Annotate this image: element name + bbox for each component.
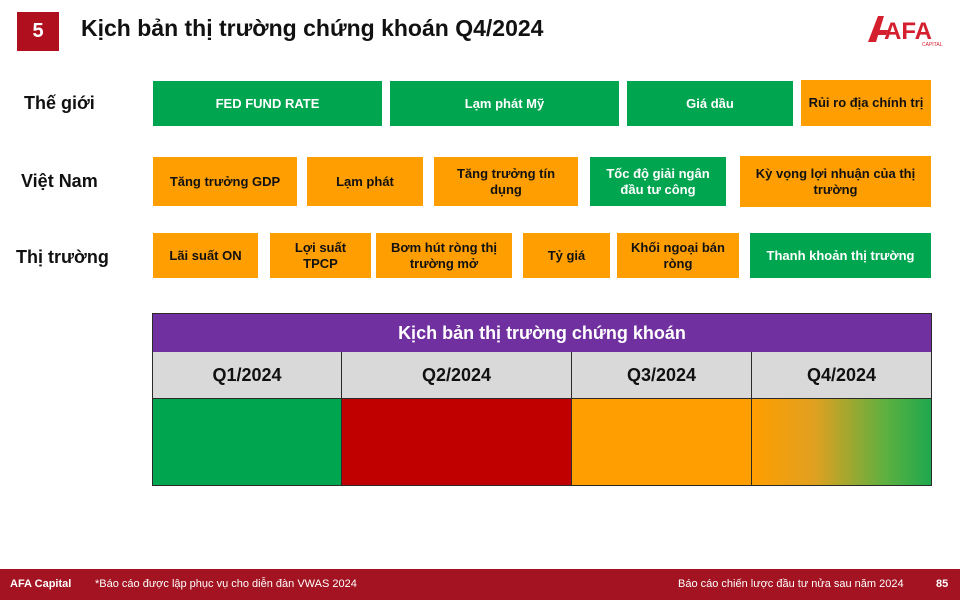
slide-number: 5 <box>17 12 59 51</box>
factor-us-inflation: Lạm phát Mỹ <box>390 81 619 126</box>
quarter-header-q3: Q3/2024 <box>572 352 752 399</box>
footer-bar: AFA Capital *Báo cáo được lập phục vụ ch… <box>0 569 960 600</box>
logo-subtext: CAPITAL <box>922 42 943 48</box>
row-label-world: Thế giới <box>24 93 95 113</box>
logo-wordmark: AFA <box>884 18 932 45</box>
factor-market-liquidity: Thanh khoản thị trường <box>750 233 931 278</box>
quarter-header-q2: Q2/2024 <box>342 352 572 399</box>
factor-credit-growth: Tăng trưởng tín dụng <box>434 157 578 206</box>
row-label-vietnam: Việt Nam <box>21 171 98 191</box>
footer-report-title: Báo cáo chiến lược đầu tư nửa sau năm 20… <box>678 578 904 590</box>
footer-note: *Báo cáo được lập phục vụ cho diễn đàn V… <box>95 578 357 590</box>
footer-company: AFA Capital <box>10 578 72 590</box>
factor-oil-price: Giá dầu <box>627 81 793 126</box>
factor-fed-fund-rate: FED FUND RATE <box>153 81 382 126</box>
factor-inflation: Lạm phát <box>307 157 423 206</box>
factor-open-market: Bơm hút ròng thị trường mở <box>376 233 512 278</box>
factor-overnight-rate: Lãi suất ON <box>153 233 258 278</box>
factor-foreign-net-selling: Khối ngoại bán ròng <box>617 233 739 278</box>
factor-gdp-growth: Tăng trưởng GDP <box>153 157 297 206</box>
factor-geopolitical-risk: Rủi ro địa chính trị <box>801 80 931 126</box>
quarter-status-q1 <box>153 399 342 485</box>
afa-capital-logo: AFA CAPITAL <box>868 16 943 48</box>
footer-page-number: 85 <box>936 578 949 590</box>
row-label-market: Thị trường <box>16 247 109 267</box>
page-title: Kịch bản thị trường chứng khoán Q4/2024 <box>81 15 544 41</box>
factor-bond-yield: Lợi suất TPCP <box>270 233 371 278</box>
scenario-table-title: Kịch bản thị trường chứng khoán <box>153 314 931 352</box>
factor-exchange-rate: Tỷ giá <box>523 233 610 278</box>
quarter-status-q3 <box>572 399 752 485</box>
quarter-status-q2 <box>342 399 572 485</box>
scenario-table: Kịch bản thị trường chứng khoán Q1/2024 … <box>152 313 932 486</box>
quarter-status-q4 <box>752 399 931 485</box>
factor-profit-expectation: Kỳ vọng lợi nhuận của thị trường <box>740 156 931 207</box>
quarter-header-q1: Q1/2024 <box>153 352 342 399</box>
quarter-header-q4: Q4/2024 <box>752 352 931 399</box>
factor-public-investment: Tốc độ giải ngân đầu tư công <box>590 157 726 206</box>
